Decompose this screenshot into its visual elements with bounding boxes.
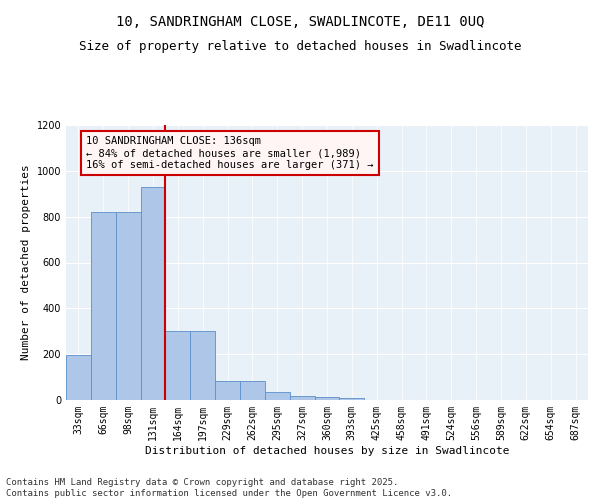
Bar bbox=[314, 397, 340, 400]
Bar bbox=[215, 381, 240, 400]
Text: 10, SANDRINGHAM CLOSE, SWADLINCOTE, DE11 0UQ: 10, SANDRINGHAM CLOSE, SWADLINCOTE, DE11… bbox=[116, 15, 484, 29]
Bar bbox=[91, 212, 116, 400]
Bar bbox=[265, 392, 290, 400]
Bar bbox=[340, 398, 364, 400]
Text: Contains HM Land Registry data © Crown copyright and database right 2025.
Contai: Contains HM Land Registry data © Crown c… bbox=[6, 478, 452, 498]
Bar bbox=[166, 331, 190, 400]
Text: 10 SANDRINGHAM CLOSE: 136sqm
← 84% of detached houses are smaller (1,989)
16% of: 10 SANDRINGHAM CLOSE: 136sqm ← 84% of de… bbox=[86, 136, 373, 170]
Bar bbox=[290, 396, 314, 400]
Bar bbox=[190, 331, 215, 400]
Bar bbox=[240, 381, 265, 400]
Bar bbox=[66, 355, 91, 400]
Bar bbox=[116, 212, 140, 400]
Y-axis label: Number of detached properties: Number of detached properties bbox=[21, 164, 31, 360]
Text: Size of property relative to detached houses in Swadlincote: Size of property relative to detached ho… bbox=[79, 40, 521, 53]
Bar bbox=[140, 187, 166, 400]
X-axis label: Distribution of detached houses by size in Swadlincote: Distribution of detached houses by size … bbox=[145, 446, 509, 456]
